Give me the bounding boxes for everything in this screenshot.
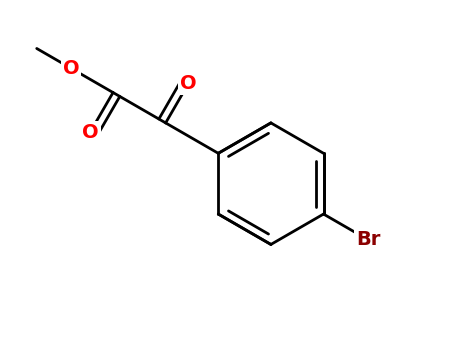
- Text: O: O: [180, 74, 197, 93]
- Text: Br: Br: [356, 230, 380, 250]
- Text: O: O: [63, 59, 79, 78]
- Text: O: O: [82, 122, 99, 141]
